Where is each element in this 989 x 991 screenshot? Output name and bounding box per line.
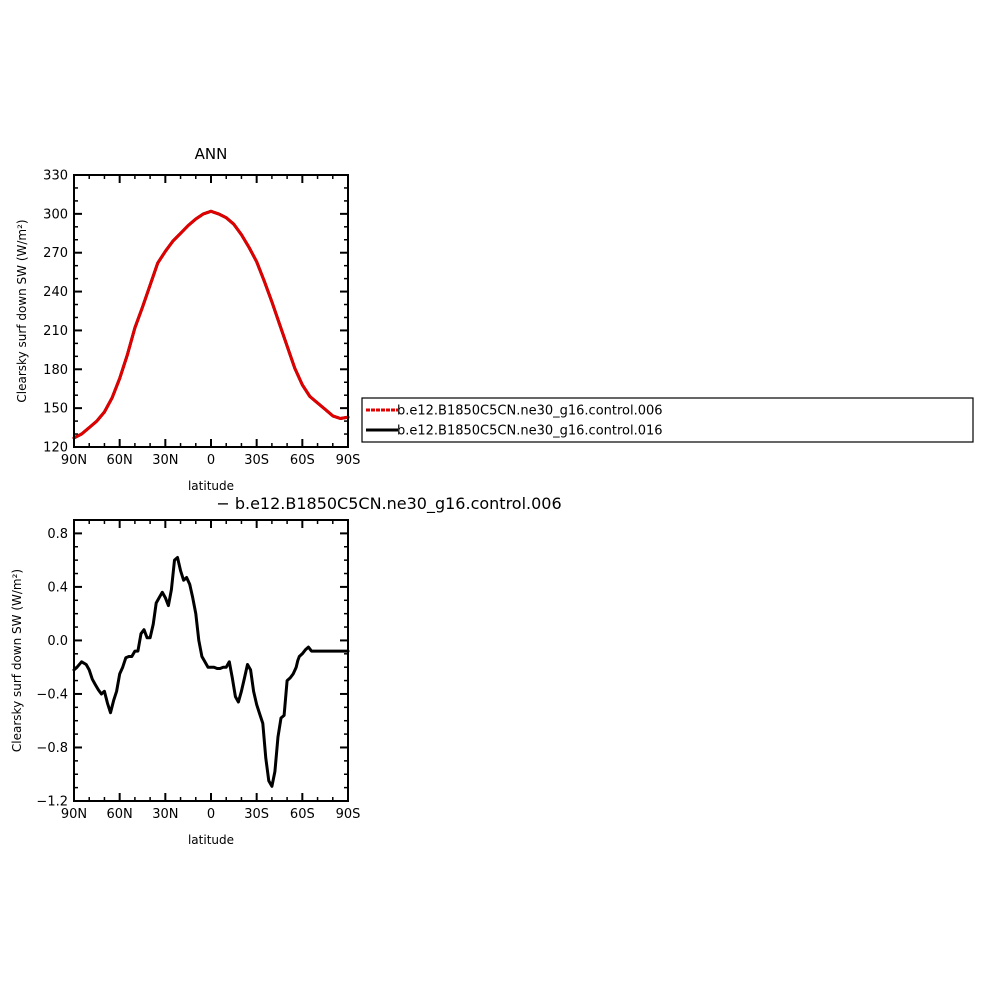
y-tick-label: 180 — [43, 363, 68, 378]
x-tick-label: 90N — [61, 453, 87, 468]
bottom-chart: − b.e12.B1850C5CN.ne30_g16.control.006 9… — [10, 494, 562, 847]
y-tick-label: −0.8 — [36, 741, 68, 756]
x-tick-label: 90S — [336, 453, 361, 468]
y-tick-label: 240 — [43, 285, 68, 300]
y-tick-label: −0.4 — [36, 687, 68, 702]
series-line — [72, 209, 350, 440]
x-tick-label: 90N — [61, 807, 87, 822]
x-tick-label: 30N — [152, 807, 178, 822]
x-tick-label: 60S — [290, 807, 315, 822]
top-y-axis-label: Clearsky surf down SW (W/m²) — [15, 219, 29, 402]
top-series-group — [72, 209, 350, 440]
bottom-y-axis-label: Clearsky surf down SW (W/m²) — [10, 569, 24, 752]
bottom-axis-ticks: 90N 60N 30N 0 30S 60S 90S −1.2 −0.8 −0.4 0.0 0.4 0.8 — [36, 519, 361, 822]
y-tick-label: 330 — [43, 169, 68, 184]
y-tick-label: 150 — [43, 402, 68, 417]
series-line — [72, 209, 350, 440]
x-tick-label: 0 — [207, 807, 215, 822]
top-chart-title: ANN — [195, 145, 228, 163]
y-tick-label: 300 — [43, 207, 68, 222]
legend-box — [361, 397, 974, 443]
y-tick-label: 270 — [43, 246, 68, 261]
x-tick-label: 30N — [152, 453, 178, 468]
y-tick-label: 0.8 — [47, 527, 68, 542]
x-tick-label: 60N — [107, 807, 133, 822]
x-tick-label: 30S — [244, 807, 269, 822]
legend: b.e12.B1850C5CN.ne30_g16.control.006 b.e… — [361, 397, 974, 443]
y-tick-label: 0.4 — [47, 580, 68, 595]
top-x-axis-label: latitude — [188, 479, 234, 493]
bottom-chart-title: − b.e12.B1850C5CN.ne30_g16.control.006 — [216, 494, 561, 514]
x-tick-label: 0 — [207, 453, 215, 468]
bottom-plot-frame — [73, 519, 349, 802]
x-tick-label: 30S — [244, 453, 269, 468]
y-tick-label: 210 — [43, 324, 68, 339]
y-tick-label: 120 — [43, 441, 68, 456]
x-tick-label: 60N — [107, 453, 133, 468]
bottom-series-group — [72, 556, 350, 788]
legend-label-006: b.e12.B1850C5CN.ne30_g16.control.006 — [397, 404, 663, 419]
x-tick-label: 60S — [290, 453, 315, 468]
top-chart: ANN 90N 60N 30N 0 30S 60S 90S 120 150 180 210 240 27… — [15, 145, 360, 493]
y-tick-label: −1.2 — [36, 795, 68, 810]
top-plot-frame — [73, 174, 349, 448]
legend-label-016: b.e12.B1850C5CN.ne30_g16.control.016 — [397, 424, 663, 439]
series-line — [72, 556, 350, 788]
x-tick-label: 90S — [336, 807, 361, 822]
bottom-x-axis-label: latitude — [188, 833, 234, 847]
y-tick-label: 0.0 — [47, 634, 68, 649]
